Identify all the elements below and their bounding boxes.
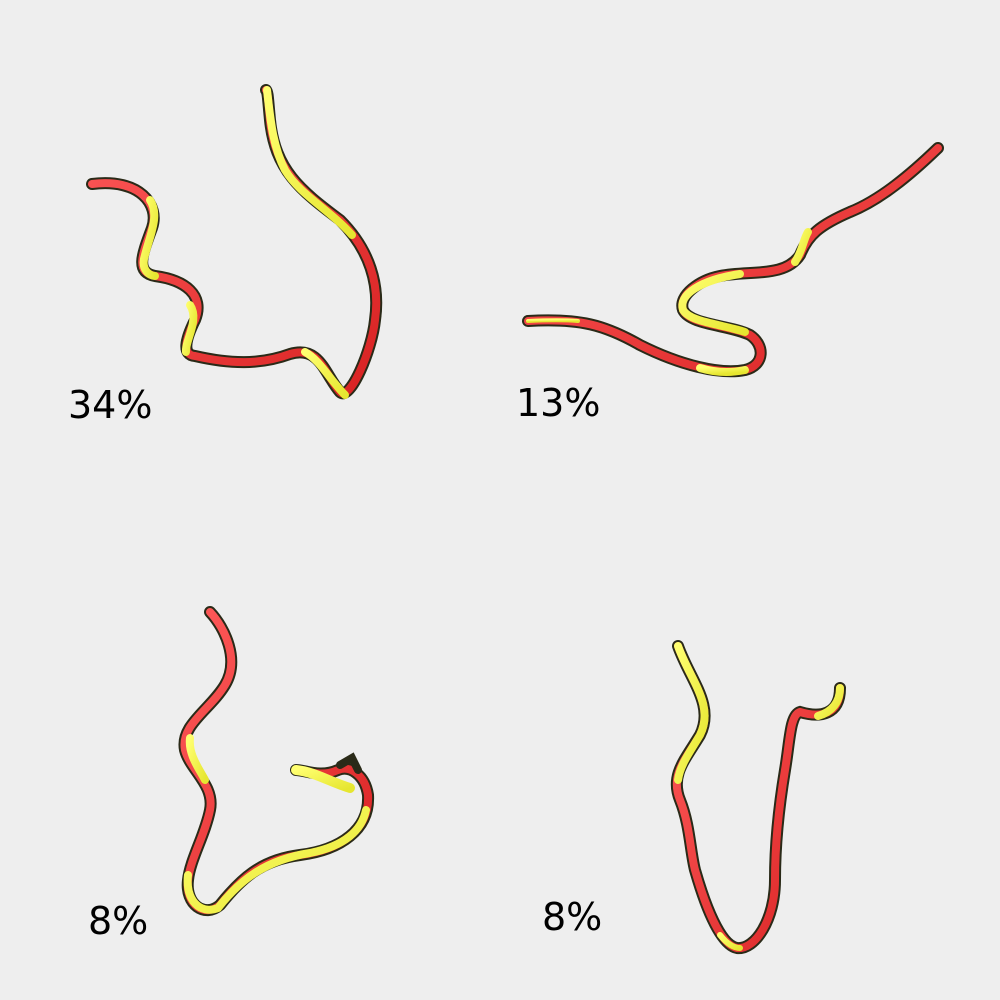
ribbon-yellow [139,196,159,280]
ribbon-red [88,86,381,398]
percentage-label-3: 8% [88,899,149,943]
ribbon-yellow [696,364,749,376]
ribbon-edge [86,84,383,400]
ribbon-yellow [263,86,356,239]
ribbon-edge [522,142,944,378]
ribbon-yellow [526,318,580,323]
ribbon-red [524,144,942,376]
ribbon-structure-1 [86,84,383,400]
ribbon-yellow [291,765,355,793]
ribbon-yellow [674,642,709,784]
ribbon-structure-2 [522,142,944,378]
ribbon-yellow [183,806,370,914]
ribbon-yellow [301,348,349,399]
percentage-label-1: 34% [68,383,153,427]
ribbon-yellow [791,228,812,266]
percentage-label-2: 13% [516,381,601,425]
ribbon-yellow [814,684,844,720]
ribbon-yellow [182,301,198,356]
ribbon-yellow [185,734,209,784]
ribbon-structure-4 [670,640,846,954]
ribbon-yellow [717,932,743,951]
ribbon-yellow [678,270,749,336]
ribbon-structure-3 [178,606,375,916]
ribbon-edge [336,752,362,774]
percentage-label-4: 8% [542,895,603,939]
